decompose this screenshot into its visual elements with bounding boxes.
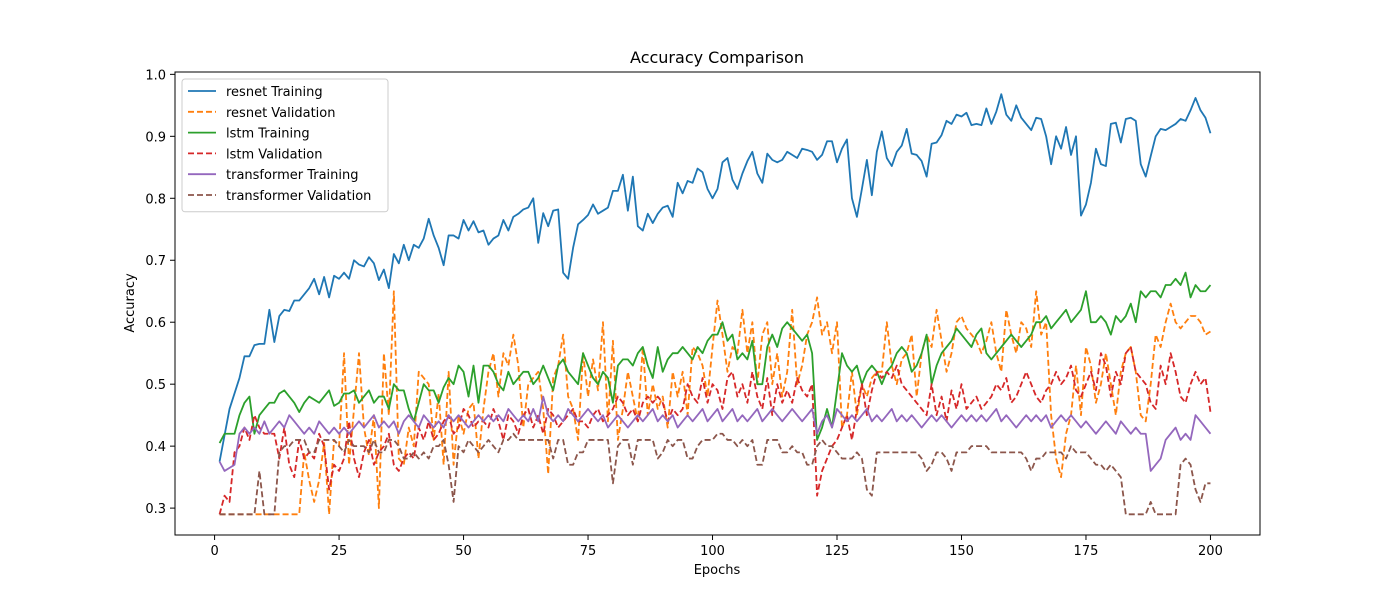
y-axis-label: Accuracy: [123, 273, 138, 333]
legend-box: [181, 78, 389, 213]
y-tick-label: 0.7: [145, 254, 166, 269]
x-tick-label: 175: [1074, 544, 1099, 559]
legend: resnet Training resnet Validation lstm Tra…: [181, 78, 389, 213]
legend-label: resnet Training: [226, 85, 323, 100]
x-tick-label: 100: [700, 544, 725, 559]
y-axis: 0.3 0.4 0.5 0.6 0.7 0.8 0.9 1.0: [145, 68, 175, 517]
y-tick-label: 0.6: [145, 316, 166, 331]
axes-frame: [174, 71, 1261, 536]
x-tick-label: 75: [580, 544, 597, 559]
y-tick-label: 0.3: [145, 502, 166, 517]
x-tick-label: 0: [210, 544, 218, 559]
series-line-resnet-training: [218, 93, 1212, 462]
legend-label: resnet Validation: [226, 106, 336, 121]
series-line-resnet-validation: [219, 290, 1211, 516]
series-line-lstm-validation: [218, 346, 1212, 515]
chart-title: Accuracy Comparison: [630, 48, 804, 67]
series-line-lstm-training: [218, 271, 1212, 444]
legend-label: transformer Validation: [226, 189, 371, 204]
x-tick-label: 200: [1198, 544, 1223, 559]
x-tick-label: 150: [949, 544, 974, 559]
legend-label: transformer Training: [226, 168, 359, 183]
series-line-transformer-validation: [219, 432, 1211, 516]
y-tick-label: 0.8: [145, 192, 166, 207]
y-tick-label: 0.5: [145, 378, 166, 393]
y-tick-label: 1.0: [145, 68, 166, 83]
x-axis: 0 25 50 75 100 125 150 175 200: [210, 535, 1223, 559]
x-tick-label: 25: [331, 544, 348, 559]
legend-label: lstm Validation: [226, 147, 322, 162]
series-line-transformer-training: [218, 395, 1212, 472]
x-tick-label: 125: [825, 544, 850, 559]
series-layer: [218, 93, 1212, 516]
x-tick-label: 50: [455, 544, 472, 559]
y-tick-label: 0.9: [145, 130, 166, 145]
y-tick-label: 0.4: [145, 440, 166, 455]
legend-label: lstm Training: [226, 127, 310, 142]
x-axis-label: Epochs: [694, 563, 741, 578]
